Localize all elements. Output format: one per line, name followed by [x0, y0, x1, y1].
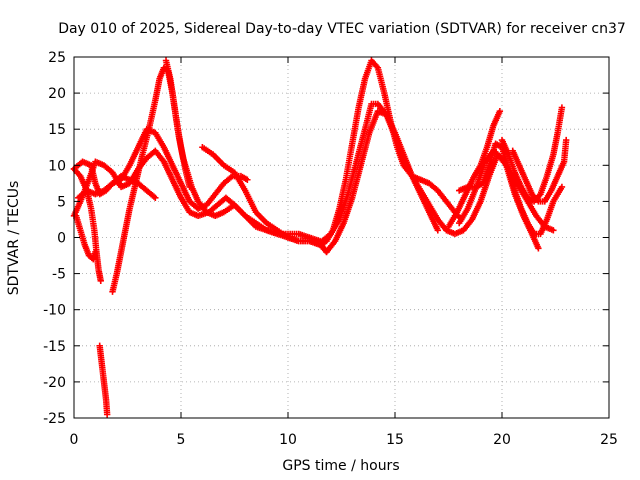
- data-point: [558, 183, 566, 191]
- y-tick-label: -10: [43, 303, 66, 319]
- x-tick-labels: 0 5 10 15 20 25: [70, 432, 618, 448]
- data-point: [550, 227, 557, 234]
- series-arc-12: [323, 107, 542, 256]
- chart-title: Day 010 of 2025, Sidereal Day-to-day VTE…: [58, 21, 626, 37]
- series-arc-8: [162, 57, 328, 252]
- y-tick-label: 20: [48, 86, 66, 102]
- series-arc-16: [498, 104, 566, 205]
- data-point: [558, 104, 566, 111]
- series-arc-17: [509, 136, 570, 205]
- y-tick-label: 25: [48, 50, 66, 66]
- series-arc-14: [456, 140, 566, 238]
- x-tick-label: 10: [279, 432, 297, 448]
- data-point: [97, 277, 104, 285]
- data-points: [70, 57, 570, 418]
- data-point: [92, 248, 99, 256]
- data-point: [563, 136, 570, 144]
- y-tick-label: -5: [52, 267, 66, 283]
- x-tick-label: 0: [70, 432, 79, 448]
- y-tick-label: -20: [43, 375, 66, 391]
- y-tick-label: 0: [57, 231, 66, 247]
- axis-ticks: [73, 56, 610, 419]
- series-arc-4: [96, 342, 111, 418]
- series-arc-15: [445, 107, 504, 230]
- x-tick-label: 15: [386, 432, 404, 448]
- y-tick-label: -25: [43, 411, 66, 427]
- x-tick-label: 25: [600, 432, 618, 448]
- x-axis-label: GPS time / hours: [282, 458, 399, 474]
- series-arc-11: [319, 100, 441, 245]
- y-tick-label: 15: [48, 122, 66, 138]
- series-arc-9: [199, 144, 330, 256]
- data-point: [434, 227, 441, 234]
- series-arc-7: [75, 172, 159, 201]
- x-tick-label: 20: [493, 432, 511, 448]
- data-point: [103, 411, 111, 418]
- data-point: [535, 245, 542, 252]
- data-point: [152, 194, 159, 201]
- grid: [74, 57, 609, 418]
- data-point: [244, 176, 251, 183]
- series-arc-6: [72, 212, 99, 263]
- y-tick-label: -15: [43, 339, 66, 355]
- y-tick-labels: -25 -20 -15 -10 -5 0 5 10 15 20 25: [43, 50, 66, 427]
- y-tick-label: 10: [48, 158, 66, 174]
- x-tick-label: 5: [177, 432, 186, 448]
- data-point: [496, 107, 504, 115]
- y-axis-label: SDTVAR / TECUs: [6, 181, 22, 296]
- y-tick-label: 5: [57, 194, 66, 210]
